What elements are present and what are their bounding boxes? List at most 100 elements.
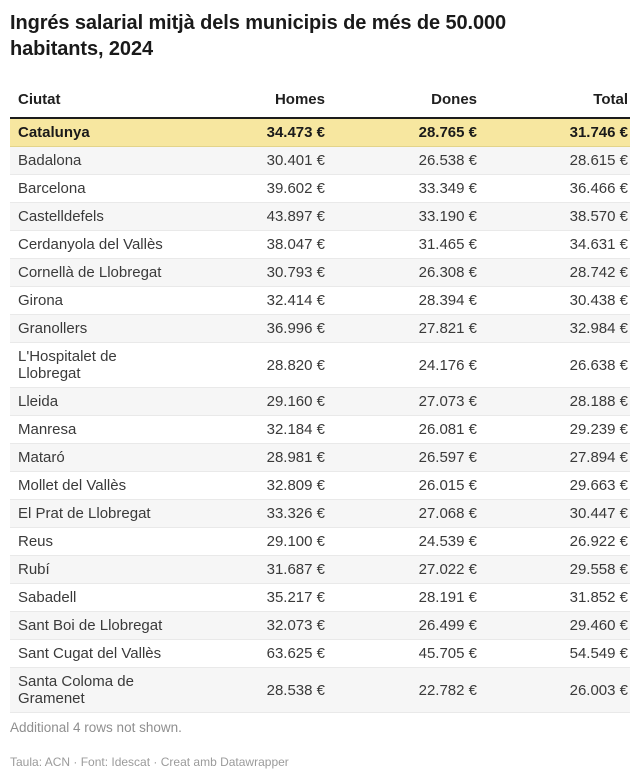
- dones-cell: 28.191 €: [327, 583, 479, 612]
- dones-cell: 27.068 €: [327, 499, 479, 528]
- homes-cell: 29.160 €: [253, 387, 327, 416]
- dones-cell: 26.538 €: [327, 146, 479, 175]
- total-cell: 29.460 €: [479, 611, 630, 640]
- total-cell: 30.438 €: [479, 286, 630, 315]
- total-cell: 28.742 €: [479, 258, 630, 287]
- dones-cell: 24.176 €: [327, 342, 479, 388]
- table-row: Cerdanyola del Vallès 38.047 € 31.465 € …: [10, 230, 630, 259]
- page-title-line-2: habitants, 2024: [10, 38, 154, 60]
- homes-cell: 35.217 €: [253, 583, 327, 612]
- city-cell: Mollet del Vallès: [10, 471, 253, 500]
- city-cell: Cerdanyola del Vallès: [10, 230, 253, 259]
- homes-cell: 29.100 €: [253, 527, 327, 556]
- table-row: Sant Cugat del Vallès 63.625 € 45.705 € …: [10, 639, 630, 668]
- homes-cell: 39.602 €: [253, 174, 327, 203]
- table-row: Catalunya 34.473 € 28.765 € 31.746 €: [10, 118, 630, 147]
- header-row: Ciutat Homes Dones Total: [10, 92, 630, 119]
- total-cell: 27.894 €: [479, 443, 630, 472]
- homes-cell: 36.996 €: [253, 314, 327, 343]
- dones-cell: 33.349 €: [327, 174, 479, 203]
- homes-cell: 28.820 €: [253, 342, 327, 388]
- city-cell: Santa Coloma de Gramenet: [10, 667, 253, 713]
- page-title: Ingrés salarial mitjà dels municipis de …: [10, 10, 630, 62]
- table-row: Santa Coloma de Gramenet 28.538 € 22.782…: [10, 667, 630, 713]
- city-cell: Sabadell: [10, 583, 253, 612]
- city-cell: Cornellà de Llobregat: [10, 258, 253, 287]
- table-row: Rubí 31.687 € 27.022 € 29.558 €: [10, 555, 630, 584]
- homes-cell: 38.047 €: [253, 230, 327, 259]
- homes-cell: 32.184 €: [253, 415, 327, 444]
- table-header: Ciutat Homes Dones Total: [10, 92, 630, 119]
- dones-cell: 45.705 €: [327, 639, 479, 668]
- city-cell: Rubí: [10, 555, 253, 584]
- table-row: Reus 29.100 € 24.539 € 26.922 €: [10, 527, 630, 556]
- table-row: Granollers 36.996 € 27.821 € 32.984 €: [10, 314, 630, 343]
- total-cell: 26.003 €: [479, 667, 630, 713]
- homes-cell: 31.687 €: [253, 555, 327, 584]
- dones-cell: 26.308 €: [327, 258, 479, 287]
- dones-cell: 27.073 €: [327, 387, 479, 416]
- total-cell: 31.746 €: [479, 118, 630, 147]
- table-row: Sabadell 35.217 € 28.191 € 31.852 €: [10, 583, 630, 612]
- dones-cell: 27.821 €: [327, 314, 479, 343]
- city-cell: Catalunya: [10, 118, 253, 147]
- city-cell: Lleida: [10, 387, 253, 416]
- total-cell: 29.239 €: [479, 415, 630, 444]
- homes-cell: 30.793 €: [253, 258, 327, 287]
- homes-cell: 33.326 €: [253, 499, 327, 528]
- city-cell: Badalona: [10, 146, 253, 175]
- homes-cell: 28.981 €: [253, 443, 327, 472]
- total-cell: 31.852 €: [479, 583, 630, 612]
- table-row: Girona 32.414 € 28.394 € 30.438 €: [10, 286, 630, 315]
- total-cell: 28.615 €: [479, 146, 630, 175]
- dones-cell: 27.022 €: [327, 555, 479, 584]
- dones-cell: 31.465 €: [327, 230, 479, 259]
- city-cell: El Prat de Llobregat: [10, 499, 253, 528]
- homes-cell: 32.809 €: [253, 471, 327, 500]
- dones-cell: 26.597 €: [327, 443, 479, 472]
- dones-cell: 26.015 €: [327, 471, 479, 500]
- city-cell: Reus: [10, 527, 253, 556]
- total-cell: 38.570 €: [479, 202, 630, 231]
- dones-cell: 28.765 €: [327, 118, 479, 147]
- table-row: L'Hospitalet de Llobregat 28.820 € 24.17…: [10, 342, 630, 388]
- city-cell: Granollers: [10, 314, 253, 343]
- homes-cell: 34.473 €: [253, 118, 327, 147]
- city-cell: Barcelona: [10, 174, 253, 203]
- total-cell: 36.466 €: [479, 174, 630, 203]
- total-cell: 26.638 €: [479, 342, 630, 388]
- table-row: Mollet del Vallès 32.809 € 26.015 € 29.6…: [10, 471, 630, 500]
- table-row: Sant Boi de Llobregat 32.073 € 26.499 € …: [10, 611, 630, 640]
- homes-cell: 28.538 €: [253, 667, 327, 713]
- table-row: Lleida 29.160 € 27.073 € 28.188 €: [10, 387, 630, 416]
- column-header-homes: Homes: [253, 92, 327, 119]
- homes-cell: 32.073 €: [253, 611, 327, 640]
- total-cell: 30.447 €: [479, 499, 630, 528]
- city-cell: Girona: [10, 286, 253, 315]
- salary-table: Ciutat Homes Dones Total Catalunya 34.47…: [10, 92, 630, 713]
- dones-cell: 22.782 €: [327, 667, 479, 713]
- page-title-line-1: Ingrés salarial mitjà dels municipis de …: [10, 12, 507, 34]
- dones-cell: 26.499 €: [327, 611, 479, 640]
- dones-cell: 33.190 €: [327, 202, 479, 231]
- table-row: El Prat de Llobregat 33.326 € 27.068 € 3…: [10, 499, 630, 528]
- column-header-ciutat: Ciutat: [10, 92, 253, 119]
- total-cell: 29.663 €: [479, 471, 630, 500]
- table-body: Catalunya 34.473 € 28.765 € 31.746 € Bad…: [10, 118, 630, 713]
- city-cell: Manresa: [10, 415, 253, 444]
- column-header-total: Total: [479, 92, 630, 119]
- city-cell: Castelldefels: [10, 202, 253, 231]
- attribution-line: Taula: ACN · Font: Idescat · Creat amb D…: [10, 755, 289, 769]
- dones-cell: 24.539 €: [327, 527, 479, 556]
- dones-cell: 28.394 €: [327, 286, 479, 315]
- table-row: Manresa 32.184 € 26.081 € 29.239 €: [10, 415, 630, 444]
- total-cell: 26.922 €: [479, 527, 630, 556]
- homes-cell: 43.897 €: [253, 202, 327, 231]
- total-cell: 28.188 €: [479, 387, 630, 416]
- homes-cell: 63.625 €: [253, 639, 327, 668]
- table-row: Castelldefels 43.897 € 33.190 € 38.570 €: [10, 202, 630, 231]
- homes-cell: 30.401 €: [253, 146, 327, 175]
- table-row: Badalona 30.401 € 26.538 € 28.615 €: [10, 146, 630, 175]
- total-cell: 34.631 €: [479, 230, 630, 259]
